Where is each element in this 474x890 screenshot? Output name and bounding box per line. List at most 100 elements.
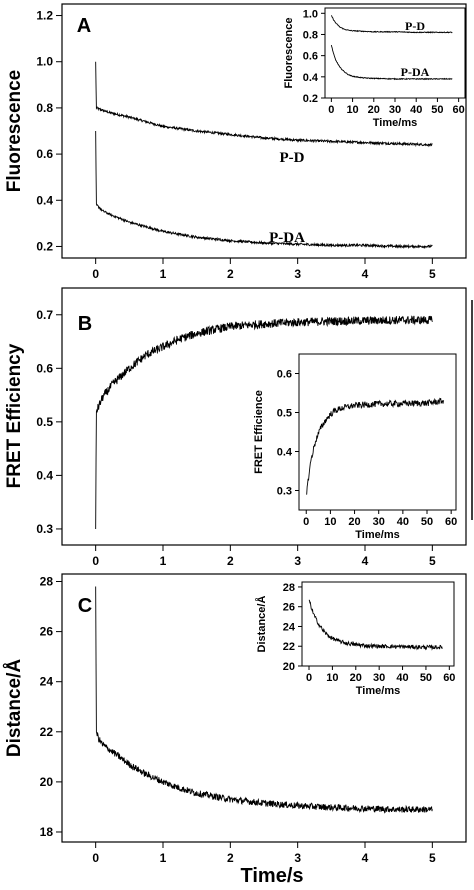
panel-b-inset-x-tick-label: 30 [373, 516, 385, 528]
panel-a-inset-series-0-line [330, 15, 453, 34]
panel-c-inset-x-tick-label: 50 [420, 672, 432, 684]
panel-a-inset-x-tick-label: 50 [431, 104, 443, 116]
panel-c-inset-x-tick-label: 10 [326, 672, 338, 684]
panel-a-x-tick-label: 5 [429, 267, 436, 281]
panel-a: 0 1 2 3 4 5 0.2 0.4 0.6 0.8 1.0 1.2 Fluorescence A P-D… [4, 3, 467, 281]
panel-c-inset-x-tick-label: 40 [396, 672, 408, 684]
panel-b-inset-y-tick-label: 0.5 [277, 408, 292, 420]
panel-c-inset-x-tick-label: 0 [306, 672, 312, 684]
panel-a-inset-series-1-line [330, 44, 453, 81]
panel-b-inset-x-tick-label: 0 [303, 516, 309, 528]
panel-c-series-0-line [95, 586, 433, 814]
panel-a-inset-y-tick-label: 1.0 [303, 8, 318, 20]
panel-a-y-tick-label: 0.4 [36, 193, 53, 207]
panel-a-y-tick-label: 0.6 [36, 147, 53, 161]
panel-b-inset-x-tick-label: 60 [445, 516, 457, 528]
panel-a-inset-x-tick-label: 40 [410, 104, 422, 116]
panel-c-inset-y-axis-label: Distance/Å [255, 596, 268, 653]
panel-a-x-tick-label: 1 [160, 267, 167, 281]
panel-a-inset-x-tick-label: 30 [389, 104, 401, 116]
panel-c-inset-y-tick-label: 28 [283, 582, 295, 594]
panel-b-y-tick-label: 0.3 [36, 522, 53, 536]
panel-b-x-tick-label: 5 [429, 554, 436, 568]
panel-b-inset-x-tick-label: 20 [348, 516, 360, 528]
panel-c-inset-y-tick-label: 24 [283, 621, 296, 633]
panel-c-letter: C [78, 595, 92, 617]
panel-b-inset-y-tick-label: 0.6 [277, 369, 292, 381]
panel-c-x-tick-label: 3 [294, 851, 301, 865]
figure-x-axis-label: Time/s [241, 865, 304, 887]
panel-a-y-tick-label: 0.8 [36, 101, 53, 115]
panel-b-inset-x-tick-label: 50 [421, 516, 433, 528]
panel-b-series-0-line [95, 315, 433, 529]
panel-b-y-tick-label: 0.5 [36, 415, 53, 429]
panel-a-inset-x-tick-label: 0 [328, 104, 334, 116]
panel-a-series-1-line [95, 130, 433, 250]
panel-b-x-tick-label: 1 [160, 554, 167, 568]
panel-c-inset-x-tick-label: 30 [373, 672, 385, 684]
panel-b-inset: 0 10 20 30 40 50 60 0.3 0.4 0.5 0.6 FRET Efficience… [253, 353, 457, 541]
panel-c-inset-x-tick-label: 20 [350, 672, 362, 684]
panel-a-inset-y-tick-label: 0.4 [303, 72, 319, 84]
panel-a-inset-y-tick-label: 0.2 [303, 93, 318, 105]
panel-b-x-tick-label: 2 [227, 554, 234, 568]
panel-c-inset-series-0-line [308, 599, 443, 651]
panel-c-inset-x-tick-label: 60 [443, 672, 455, 684]
panel-c-y-tick-label: 26 [40, 625, 54, 639]
panel-c-y-tick-label: 28 [40, 575, 54, 589]
panel-b-inset-series-0-line [306, 397, 445, 495]
panel-c-inset-y-tick-label: 26 [283, 602, 295, 614]
panel-a-series-label: P-D [280, 150, 305, 166]
panel-b-inset-x-axis-label: Time/ms [355, 529, 399, 541]
panel-b-inset-y-tick-label: 0.4 [277, 447, 293, 459]
panel-a-inset-series-label: P-D [405, 19, 425, 33]
panel-b: 0 1 2 3 4 5 0.3 0.4 0.5 0.6 0.7 FRET Efficiency B 0 10… [4, 287, 473, 568]
panel-a-inset-series-label: P-DA [401, 65, 430, 79]
panel-a-y-axis-label: Fluorescence [4, 70, 25, 193]
panel-a-y-tick-label: 1.2 [36, 9, 53, 23]
panel-a-inset-x-axis-label: Time/ms [373, 117, 417, 129]
panel-c-x-tick-label: 5 [429, 851, 436, 865]
panel-a-inset-x-tick-label: 60 [453, 104, 465, 116]
panel-c-y-tick-label: 18 [40, 825, 54, 839]
panel-b-y-tick-label: 0.4 [36, 468, 53, 482]
panel-a-inset-x-tick-label: 10 [346, 104, 358, 116]
panel-a-inset-y-tick-label: 0.6 [303, 51, 318, 63]
panel-a-letter: A [77, 15, 91, 37]
panel-c-y-tick-label: 22 [40, 725, 54, 739]
panel-b-x-tick-label: 4 [362, 554, 369, 568]
panel-b-inset-frame [298, 353, 457, 511]
panel-c-x-tick-label: 4 [362, 851, 369, 865]
panel-b-inset-y-axis-label: FRET Efficience [253, 390, 265, 474]
panel-a-x-tick-label: 3 [294, 267, 301, 281]
panel-c-x-tick-label: 0 [92, 851, 99, 865]
panel-b-inset-y-tick-label: 0.3 [277, 486, 292, 498]
panel-c-y-axis-label: Distance/Å [4, 659, 25, 757]
panel-b-letter: B [78, 313, 92, 335]
panel-b-inset-x-tick-label: 10 [324, 516, 336, 528]
panel-b-x-tick-label: 0 [92, 554, 99, 568]
panel-a-series-0-line [95, 61, 433, 148]
panel-a-inset-y-tick-label: 0.8 [303, 29, 318, 41]
panel-b-y-axis-label: FRET Efficiency [4, 343, 25, 488]
panel-c-y-tick-label: 20 [40, 775, 54, 789]
panel-c-inset-frame [301, 581, 455, 667]
panel-c: 0 1 2 3 4 5 18 20 22 24 26 28 Distance/Å C 0 10 20 30 40 50… [4, 573, 467, 865]
panel-c-inset-x-axis-label: Time/ms [356, 685, 400, 697]
panel-a-inset-frame [324, 7, 466, 99]
panel-a-inset-y-axis-label: Fluorescence [283, 18, 295, 89]
panel-b-x-tick-label: 3 [294, 554, 301, 568]
panel-a-inset-x-tick-label: 20 [368, 104, 380, 116]
panel-b-y-tick-label: 0.7 [36, 308, 53, 322]
panel-a-y-tick-label: 1.0 [36, 55, 53, 69]
panel-a-y-tick-label: 0.2 [36, 239, 53, 253]
panel-c-inset: 0 10 20 30 40 50 60 20 22 24 26 28 Distance/Å Time/ms [255, 581, 455, 697]
panel-b-inset-x-tick-label: 40 [397, 516, 409, 528]
panel-a-series-label: P-DA [269, 230, 305, 246]
panel-c-y-tick-label: 24 [40, 675, 54, 689]
panel-c-x-tick-label: 2 [227, 851, 234, 865]
panel-c-inset-y-tick-label: 22 [283, 641, 295, 653]
panel-a-x-tick-label: 0 [92, 267, 99, 281]
panel-a-inset: 0 10 20 30 40 50 60 0.2 0.4 0.6 0.8 1.0 Fluorescence… [283, 7, 466, 129]
